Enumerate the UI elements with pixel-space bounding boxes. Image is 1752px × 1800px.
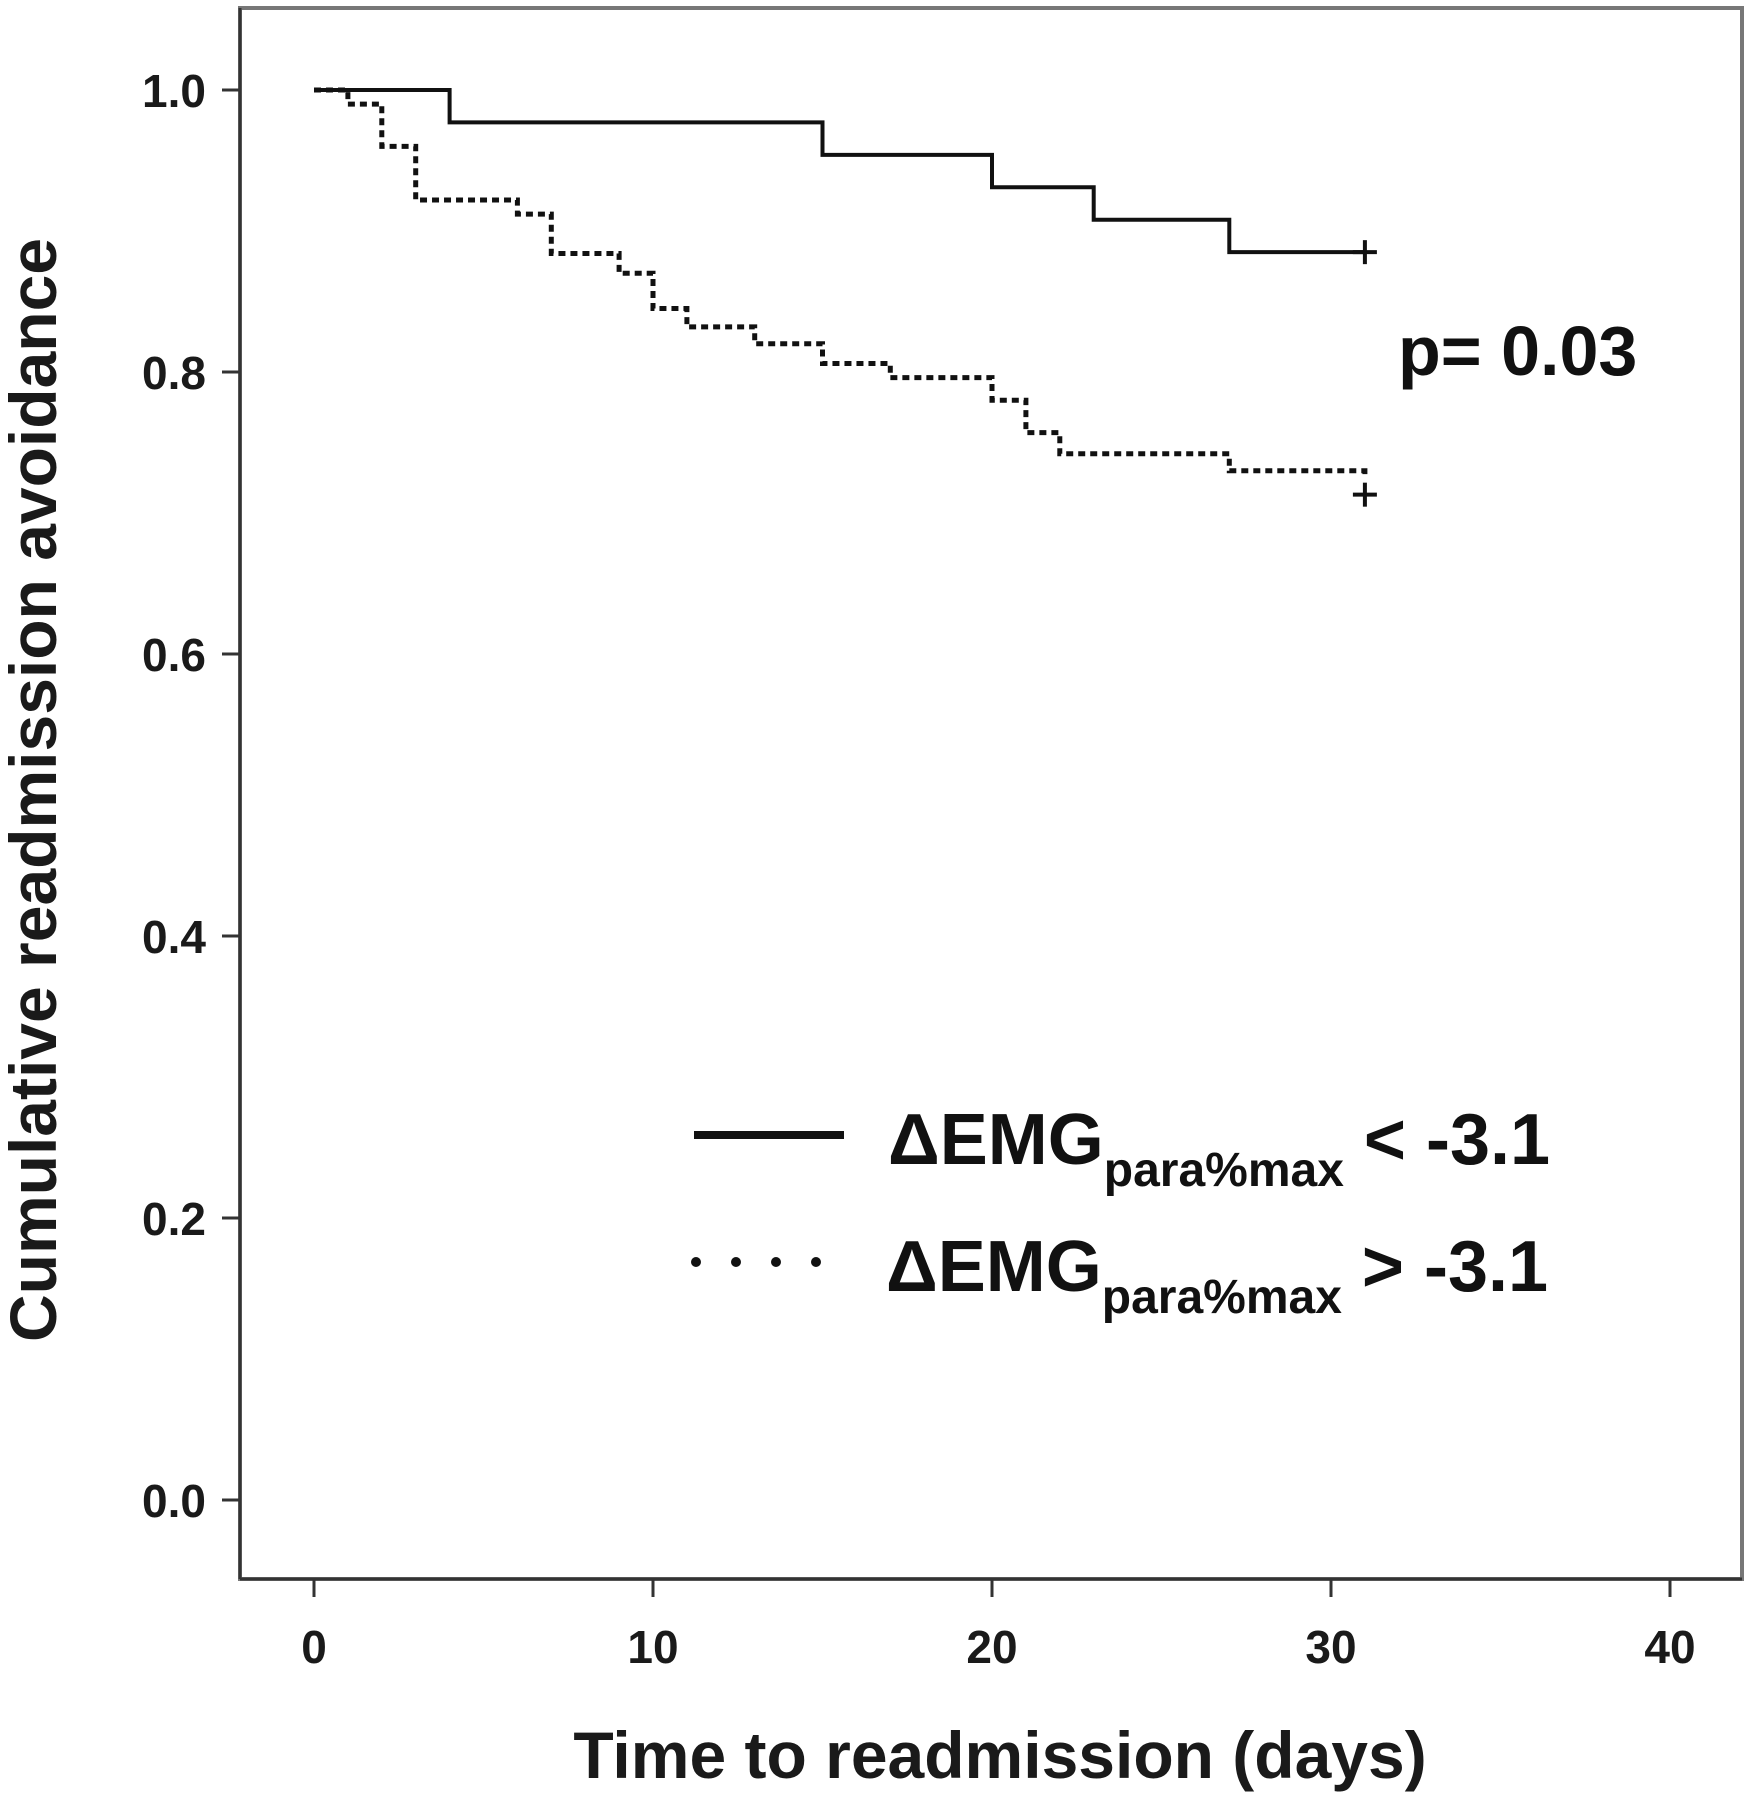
y-axis-ticks: 0.0 0.2 0.4 0.6 0.8 1.0	[142, 65, 240, 1527]
x-tick-label: 20	[966, 1621, 1017, 1673]
series-line-dotted	[314, 87, 1368, 478]
plot-frame	[238, 6, 1744, 1581]
x-tick-label: 40	[1644, 1621, 1695, 1673]
x-axis-title: Time to readmission (days)	[573, 1718, 1426, 1792]
x-tick-label: 10	[627, 1621, 678, 1673]
series-line-solid	[314, 88, 1365, 255]
y-tick-label: 0.2	[142, 1193, 206, 1245]
series-layer	[314, 87, 1377, 507]
legend-label-dotted: ΔEMGpara%max > -3.1	[886, 1227, 1548, 1324]
y-tick-label: 0.8	[142, 347, 206, 399]
p-value-annotation: p= 0.03	[1398, 312, 1637, 390]
x-tick-label: 0	[301, 1621, 327, 1673]
censor-mark	[1352, 240, 1377, 265]
x-tick-label: 30	[1305, 1621, 1356, 1673]
y-tick-label: 0.4	[142, 911, 206, 963]
y-axis-title: Cumulative readmission avoidance	[0, 238, 70, 1342]
legend: ΔEMGpara%max < -3.1 ΔEMGpara%max > -3.1	[691, 1100, 1550, 1324]
y-tick-label: 0.6	[142, 629, 206, 681]
legend-label-solid: ΔEMGpara%max < -3.1	[888, 1100, 1550, 1197]
y-tick-label: 1.0	[142, 65, 206, 117]
y-tick-label: 0.0	[142, 1475, 206, 1527]
censor-mark	[1352, 482, 1377, 507]
x-axis-ticks: 0 10 20 30 40	[301, 1579, 1696, 1673]
